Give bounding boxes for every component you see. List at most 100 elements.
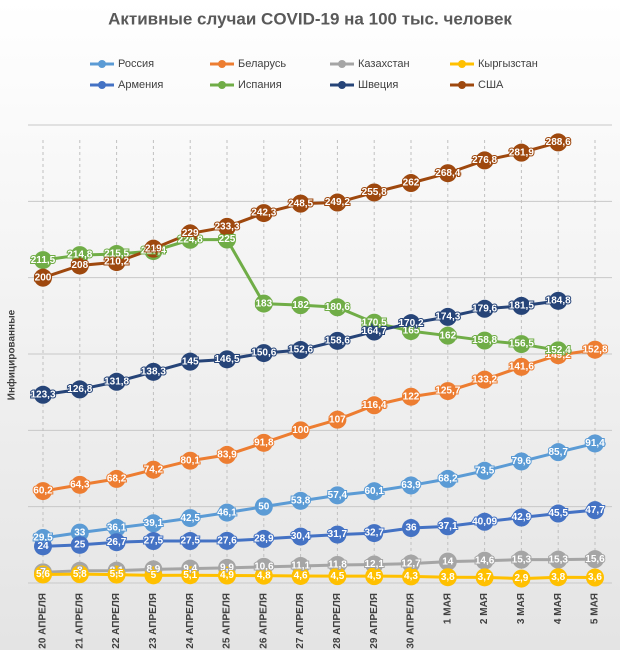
data-label: 211,5 — [31, 255, 56, 266]
data-label: 5,5 — [110, 569, 124, 580]
data-label: 125,7 — [435, 386, 460, 397]
data-label: 42,9 — [512, 512, 532, 523]
marker — [402, 567, 420, 586]
data-label: 152,4 — [546, 345, 571, 356]
series-line — [42, 508, 596, 548]
data-label: 30,4 — [291, 531, 311, 542]
data-label: 27,5 — [180, 536, 200, 547]
legend-label: Беларусь — [238, 58, 286, 70]
marker — [365, 396, 384, 415]
x-tick-label: 4 МАЯ — [553, 593, 564, 624]
marker — [549, 550, 568, 569]
marker — [402, 554, 420, 573]
marker — [438, 382, 457, 401]
legend-marker — [458, 81, 466, 89]
marker — [107, 372, 126, 391]
series-line — [42, 348, 596, 493]
data-label: 288,6 — [546, 137, 571, 148]
data-label: 53,8 — [291, 496, 311, 507]
legend-label: Армения — [118, 79, 163, 91]
data-label: 3,7 — [478, 572, 492, 583]
data-label: 3,8 — [441, 572, 455, 583]
marker — [34, 385, 52, 404]
data-label: 10,6 — [254, 561, 274, 572]
marker — [144, 460, 163, 479]
x-tick-label: 3 МАЯ — [516, 593, 527, 624]
data-label: 152,8 — [582, 344, 607, 355]
legend-label: Кыргызстан — [478, 58, 538, 70]
marker — [218, 350, 236, 369]
data-label: 107 — [329, 414, 346, 425]
data-label: 9,4 — [183, 563, 197, 574]
data-label: 24 — [37, 541, 49, 552]
marker — [475, 551, 494, 570]
legend-label: Швеция — [358, 79, 398, 91]
marker — [218, 503, 236, 522]
data-label: 174,3 — [435, 312, 460, 323]
data-label: 26,7 — [107, 537, 127, 548]
data-label: 122 — [403, 391, 420, 402]
marker — [218, 217, 236, 236]
data-label: 8,9 — [146, 564, 160, 575]
series-line — [42, 442, 596, 540]
data-label: 217,4 — [141, 246, 166, 257]
marker — [218, 566, 236, 585]
data-label: 63,9 — [401, 480, 421, 491]
data-label: 29,5 — [33, 533, 53, 544]
marker — [218, 445, 236, 464]
data-label: 100 — [292, 425, 309, 436]
marker — [365, 183, 384, 202]
marker — [254, 433, 273, 452]
data-label: 200 — [35, 272, 52, 283]
marker — [107, 565, 126, 584]
marker — [107, 533, 126, 552]
data-label: 83,9 — [217, 450, 237, 461]
marker — [365, 524, 384, 543]
series-line — [42, 557, 596, 574]
marker — [291, 527, 310, 546]
legend-marker — [218, 60, 226, 68]
marker — [402, 476, 420, 495]
marker — [107, 518, 126, 537]
data-label: 224,8 — [178, 234, 203, 245]
data-label: 146,5 — [214, 354, 239, 365]
marker — [328, 567, 347, 586]
marker — [438, 164, 457, 183]
data-label: 11,8 — [328, 560, 347, 571]
data-label: 39,1 — [144, 518, 164, 529]
data-label: 50 — [258, 501, 270, 512]
marker — [70, 380, 89, 399]
data-label: 36,1 — [107, 523, 127, 534]
marker — [254, 344, 273, 363]
data-label: 126,8 — [67, 384, 92, 395]
x-tick-label: 2 МАЯ — [479, 593, 490, 624]
data-label: 158,8 — [472, 335, 497, 346]
marker — [181, 352, 200, 371]
marker — [402, 387, 420, 406]
legend-marker — [338, 60, 346, 68]
marker — [144, 566, 163, 585]
data-label: 46,1 — [217, 507, 237, 518]
data-label: 47,7 — [585, 505, 605, 516]
data-label: 4,6 — [294, 571, 308, 582]
marker — [402, 519, 420, 538]
marker — [144, 514, 163, 533]
legend-label: Казахстан — [358, 58, 410, 70]
data-label: 80,1 — [180, 455, 200, 466]
marker — [549, 443, 568, 462]
marker — [328, 193, 347, 212]
marker — [512, 335, 531, 354]
marker — [586, 550, 604, 569]
legend-marker — [338, 81, 346, 89]
data-label: 32,7 — [364, 528, 384, 539]
series-line — [42, 572, 596, 581]
data-label: 8 — [77, 565, 83, 576]
data-label: 68,2 — [107, 474, 127, 485]
data-label: 150,6 — [251, 348, 276, 359]
data-label: 123,3 — [30, 389, 55, 400]
data-label: 31,7 — [328, 529, 348, 540]
data-label: 5,6 — [36, 569, 50, 580]
data-label: 64,3 — [70, 479, 90, 490]
data-label: 27,5 — [144, 536, 164, 547]
